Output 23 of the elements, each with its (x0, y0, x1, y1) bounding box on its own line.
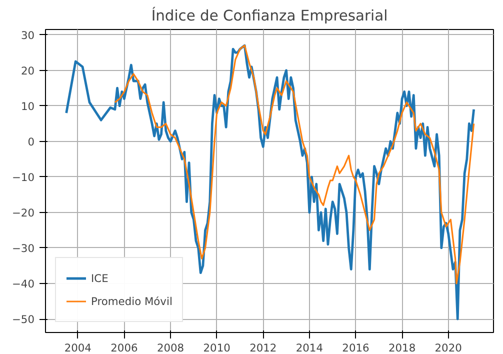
x-tick-label: 2020 (434, 342, 462, 354)
x-tick-label: 2016 (342, 342, 370, 354)
y-tick-label: −10 (12, 170, 35, 184)
y-tick-label: 0 (28, 135, 35, 148)
x-tick-label: 2014 (296, 342, 324, 354)
x-tick-label: 2010 (203, 342, 231, 354)
x-tick-label: 2004 (64, 342, 92, 354)
x-tick-label: 2008 (156, 342, 184, 354)
y-tick-label: −40 (12, 277, 35, 290)
y-tick-label: 30 (20, 28, 35, 42)
x-tick-label: 2006 (110, 342, 138, 354)
line-series (114, 44, 475, 284)
y-tick-label: −20 (12, 206, 35, 220)
legend-label: ICE (91, 272, 110, 284)
y-tick-label: −30 (12, 242, 35, 255)
x-tick-label: 2012 (250, 342, 277, 354)
chart-title: Índice de Confianza Empresarial (151, 6, 388, 24)
legend-label: Promedio Móvil (91, 294, 172, 308)
x-tick-label: 2018 (388, 342, 416, 354)
y-tick-label: 20 (20, 64, 35, 78)
line-series (65, 44, 476, 320)
y-tick-label: −50 (12, 313, 35, 326)
y-tick-label: 10 (20, 100, 35, 113)
